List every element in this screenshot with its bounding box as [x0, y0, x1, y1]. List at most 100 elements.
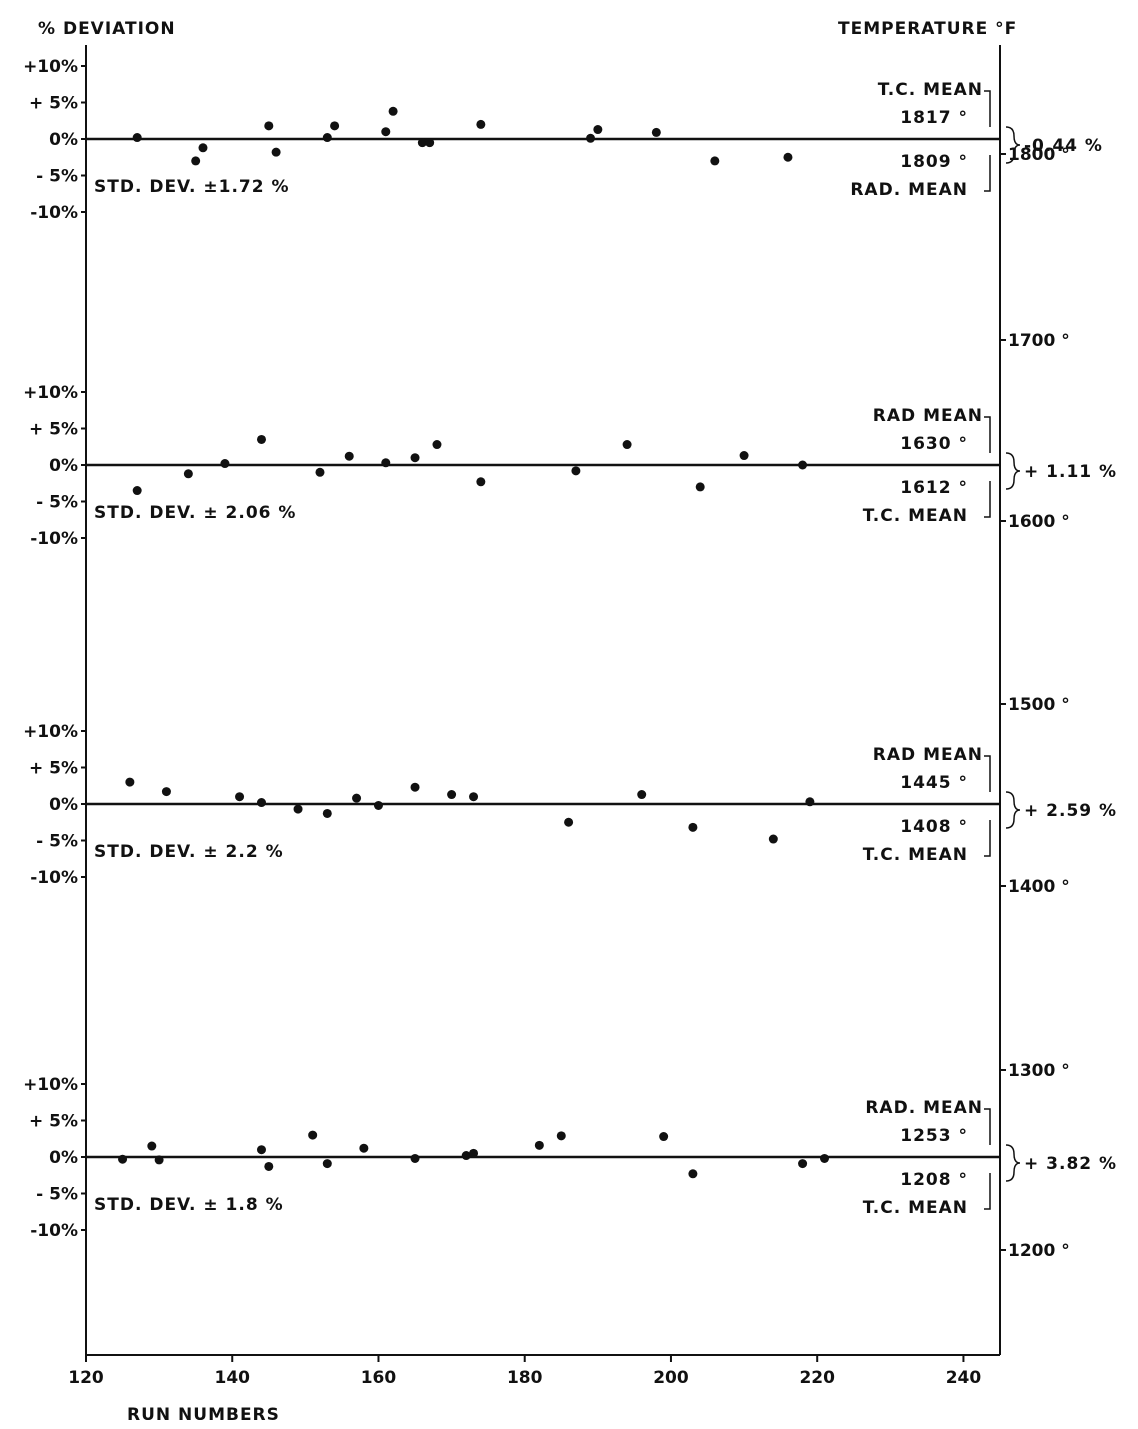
x-tick-label: 180 [507, 1368, 543, 1388]
data-point [798, 1159, 808, 1169]
data-point [322, 808, 332, 818]
difference-brace [1005, 1144, 1021, 1182]
temperature-tick-label: 1800 ° [1008, 145, 1070, 165]
data-point [235, 792, 245, 802]
upper-mean-bracket [984, 755, 991, 792]
x-tick-label: 200 [653, 1368, 689, 1388]
data-point [220, 459, 230, 469]
upper-mean-bracket [984, 90, 991, 127]
data-point [293, 804, 303, 814]
data-point [820, 1153, 830, 1163]
x-tick-label: 160 [361, 1368, 397, 1388]
deviation-tick-label: - 5% [36, 167, 78, 187]
data-point [315, 467, 325, 477]
data-point [783, 152, 793, 162]
difference-brace [1005, 126, 1021, 164]
right-axis-label: TEMPERATURE °F [838, 19, 1017, 39]
data-point [447, 790, 457, 800]
data-point [534, 1140, 544, 1150]
deviation-tick-label: 0% [49, 456, 78, 476]
upper-mean-value: 1630 ° [900, 434, 968, 454]
temperature-tick-label: 1600 ° [1008, 512, 1070, 532]
deviation-tick-label: + 5% [29, 759, 78, 779]
data-point [410, 453, 420, 463]
deviation-tick-label: -10% [30, 203, 78, 223]
data-point [637, 790, 647, 800]
data-point [410, 782, 420, 792]
lower-mean-value: 1612 ° [900, 478, 968, 498]
data-point [417, 138, 427, 148]
upper-mean-value: 1445 ° [900, 773, 968, 793]
upper-mean-label: RAD. MEAN [865, 1098, 983, 1118]
data-point [147, 1141, 157, 1151]
upper-mean-value: 1253 ° [900, 1126, 968, 1146]
data-point [154, 1155, 164, 1165]
lower-mean-value: 1408 ° [900, 817, 968, 837]
deviation-tick-label: -10% [30, 868, 78, 888]
temperature-tick-label: 1700 ° [1008, 331, 1070, 351]
data-point [476, 119, 486, 129]
std-dev-label: STD. DEV. ± 1.8 % [94, 1195, 284, 1215]
data-point [198, 143, 208, 153]
upper-mean-label: T.C. MEAN [878, 80, 983, 100]
difference-label: + 3.82 % [1024, 1154, 1117, 1174]
panel-1: +10% + 5% 0% - 5% -10% STD. DEV. ±1.72 % T.C. … [23, 57, 1103, 223]
x-tick-label: 140 [214, 1368, 250, 1388]
upper-mean-label: RAD MEAN [873, 406, 983, 426]
data-point [388, 106, 398, 116]
data-point [132, 486, 142, 496]
data-point [264, 1161, 274, 1171]
data-point [469, 1148, 479, 1158]
data-point [183, 469, 193, 479]
data-point [322, 1159, 332, 1169]
deviation-tick-label: - 5% [36, 493, 78, 513]
data-point [118, 1154, 128, 1164]
lower-mean-label: T.C. MEAN [863, 1198, 968, 1218]
data-point [768, 834, 778, 844]
plot-frame [85, 45, 1001, 1356]
data-point [132, 133, 142, 143]
data-point [330, 121, 340, 131]
data-point [381, 458, 391, 468]
deviation-tick-label: +10% [23, 57, 78, 77]
x-axis-label: RUN NUMBERS [127, 1405, 280, 1425]
lower-mean-value: 1208 ° [900, 1170, 968, 1190]
data-point [359, 1143, 369, 1153]
lower-mean-label: RAD. MEAN [850, 180, 968, 200]
data-point [659, 1132, 669, 1142]
deviation-tick-label: - 5% [36, 832, 78, 852]
data-point [256, 1145, 266, 1155]
lower-mean-value: 1809 ° [900, 152, 968, 172]
lower-mean-label: T.C. MEAN [863, 845, 968, 865]
data-point [461, 1151, 471, 1161]
data-point [322, 133, 332, 143]
data-point [191, 156, 201, 166]
difference-label: -0.44 % [1024, 136, 1103, 156]
data-point [622, 440, 632, 450]
data-point [695, 482, 705, 492]
x-tick-label: 220 [799, 1368, 835, 1388]
x-tick-label: 120 [68, 1368, 104, 1388]
temperature-axis-ticks: 1800 ° 1700 ° 1600 ° 1500 ° 1400 ° 1300 ° 1200… [1000, 145, 1070, 1261]
data-point [798, 460, 808, 470]
data-point [710, 156, 720, 166]
data-point [264, 121, 274, 131]
data-point [571, 466, 581, 476]
deviation-tick-label: -10% [30, 1221, 78, 1241]
data-point [271, 147, 281, 157]
deviation-tick-label: + 5% [29, 1112, 78, 1132]
deviation-tick-label: 0% [49, 795, 78, 815]
data-point [256, 798, 266, 808]
data-point [352, 793, 362, 803]
temperature-tick-label: 1300 ° [1008, 1061, 1070, 1081]
lower-mean-bracket [984, 155, 991, 192]
lower-mean-bracket [984, 1173, 991, 1210]
difference-brace [1005, 791, 1021, 829]
upper-mean-value: 1817 ° [900, 108, 968, 128]
panel-3: +10% + 5% 0% - 5% -10% STD. DEV. ± 2.2 % RAD M… [23, 722, 1117, 888]
std-dev-label: STD. DEV. ± 2.06 % [94, 503, 296, 523]
upper-mean-bracket [984, 1108, 991, 1145]
data-point [586, 133, 596, 143]
deviation-tick-label: +10% [23, 1075, 78, 1095]
difference-label: + 2.59 % [1024, 801, 1117, 821]
